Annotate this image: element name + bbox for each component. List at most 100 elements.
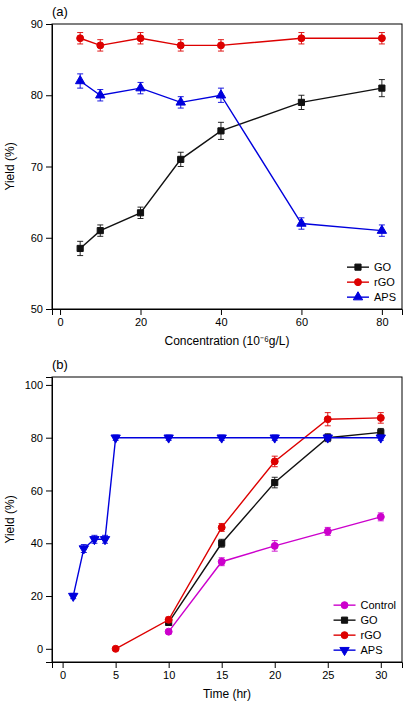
data-point bbox=[112, 645, 119, 652]
data-point bbox=[100, 537, 109, 545]
y-tick: 100 bbox=[25, 379, 52, 391]
error-bar bbox=[219, 523, 225, 531]
x-tick-mark bbox=[382, 309, 383, 315]
x-tick: 10 bbox=[163, 662, 175, 681]
data-point bbox=[376, 435, 385, 443]
y-tick-label: 90 bbox=[31, 18, 43, 30]
x-tick: 60 bbox=[296, 309, 308, 328]
chart-svg: 0204060805060708090Concentration (10⁻⁶g/… bbox=[0, 0, 416, 706]
y-tick-mark bbox=[46, 385, 52, 386]
y-tick-label: 80 bbox=[31, 432, 43, 444]
x-tick-mark bbox=[63, 662, 64, 668]
x-tick-label: 15 bbox=[216, 669, 228, 681]
data-point bbox=[217, 42, 224, 49]
legend-label: rGO bbox=[361, 629, 382, 641]
y-axis-line bbox=[46, 25, 53, 310]
error-bar bbox=[138, 33, 144, 44]
data-point bbox=[378, 35, 385, 42]
x-tick: 0 bbox=[60, 662, 66, 681]
data-point bbox=[165, 628, 172, 635]
y-tick: 20 bbox=[31, 590, 52, 602]
data-point bbox=[324, 416, 331, 423]
x-tick-mark bbox=[221, 309, 222, 315]
data-point bbox=[164, 435, 173, 443]
data-point bbox=[79, 546, 88, 554]
x-tick-label: 20 bbox=[135, 316, 147, 328]
x-axis-title: Concentration (10⁻⁶g/L) bbox=[164, 334, 289, 348]
x-tick: 15 bbox=[216, 662, 228, 681]
x-tick-mark bbox=[169, 662, 170, 668]
series bbox=[112, 413, 384, 653]
data-point bbox=[137, 35, 144, 42]
legend-label: rGO bbox=[374, 276, 395, 288]
y-tick-label: 0 bbox=[37, 643, 43, 655]
legend-label: GO bbox=[361, 614, 379, 626]
y-tick-label: 40 bbox=[31, 537, 43, 549]
x-tick: 80 bbox=[376, 309, 388, 328]
annotation: (a) bbox=[52, 4, 68, 19]
y-tick-label: 70 bbox=[31, 161, 43, 173]
data-point bbox=[218, 524, 225, 531]
x-tick-mark bbox=[381, 662, 382, 668]
x-tick-label: 80 bbox=[376, 316, 388, 328]
data-point bbox=[217, 435, 226, 443]
data-point bbox=[271, 542, 278, 549]
error-bar bbox=[325, 527, 331, 535]
y-tick-mark bbox=[46, 238, 52, 239]
error-bar bbox=[378, 513, 384, 521]
y-axis-title: Yield (%) bbox=[3, 142, 17, 190]
data-point bbox=[297, 218, 306, 226]
x-tick-label: 25 bbox=[322, 669, 334, 681]
x-tick-label: 40 bbox=[215, 316, 227, 328]
y-tick-label: 50 bbox=[31, 303, 43, 315]
x-tick: 5 bbox=[113, 662, 119, 681]
x-tick: 40 bbox=[215, 309, 227, 328]
error-bar bbox=[166, 617, 172, 622]
y-tick-label: 80 bbox=[31, 89, 43, 101]
y-tick-mark bbox=[46, 24, 52, 25]
data-point bbox=[324, 528, 331, 535]
data-point bbox=[218, 558, 225, 565]
legend-swatch-marker bbox=[341, 632, 348, 639]
error-bar bbox=[218, 122, 224, 139]
error-bar bbox=[218, 40, 224, 51]
data-point bbox=[377, 225, 386, 233]
error-bar bbox=[379, 33, 385, 44]
legend-entry: APS bbox=[347, 291, 396, 303]
data-point bbox=[77, 245, 83, 251]
x-tick-label: 5 bbox=[113, 669, 119, 681]
error-bar bbox=[219, 539, 225, 547]
legend-entry: Control bbox=[334, 599, 396, 611]
error-bar bbox=[97, 40, 103, 51]
x-tick-label: 60 bbox=[296, 316, 308, 328]
series bbox=[77, 33, 386, 52]
error-bar bbox=[138, 207, 144, 218]
series-line bbox=[116, 418, 381, 649]
error-bar bbox=[325, 413, 331, 426]
error-bar bbox=[378, 413, 384, 424]
legend-swatch-marker bbox=[341, 617, 347, 623]
y-tick: 80 bbox=[31, 432, 52, 444]
y-tick-mark bbox=[46, 309, 52, 310]
series-line bbox=[169, 432, 381, 622]
data-point bbox=[176, 97, 185, 105]
error-bar bbox=[379, 80, 385, 97]
legend-label: Control bbox=[361, 599, 396, 611]
error-bar bbox=[298, 33, 304, 44]
panel: 0204060805060708090Concentration (10⁻⁶g/… bbox=[3, 4, 403, 348]
x-axis: 051015202530 bbox=[53, 662, 403, 681]
legend-swatch-marker bbox=[353, 292, 362, 300]
y-axis-title: Yield (%) bbox=[3, 495, 17, 543]
y-tick-mark bbox=[46, 649, 52, 650]
y-tick: 60 bbox=[31, 484, 52, 496]
x-axis-title: Time (hr) bbox=[203, 687, 251, 701]
x-tick-mark bbox=[301, 309, 302, 315]
y-axis: 50 60 70 80 90 bbox=[31, 18, 53, 315]
error-bar bbox=[298, 95, 304, 109]
data-point bbox=[97, 228, 103, 234]
legend-label: GO bbox=[374, 261, 392, 273]
plot-area bbox=[69, 413, 386, 653]
y-tick-label: 60 bbox=[31, 232, 43, 244]
x-axis: 020406080 bbox=[53, 309, 403, 328]
data-point bbox=[165, 616, 172, 623]
